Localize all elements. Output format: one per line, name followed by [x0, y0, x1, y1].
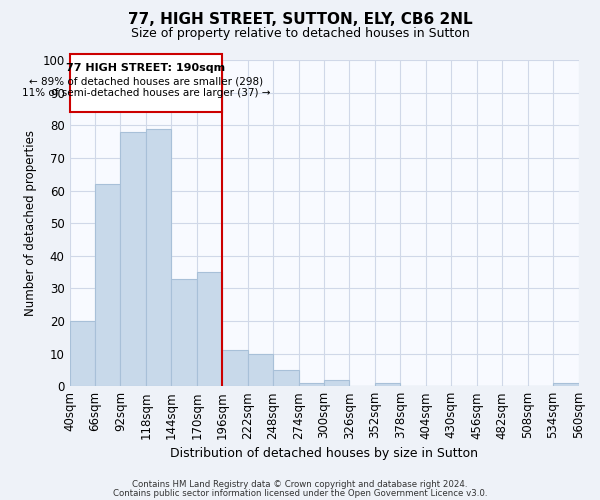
Bar [299, 383, 324, 386]
Bar [222, 350, 248, 386]
Bar [197, 272, 222, 386]
Bar [553, 383, 578, 386]
Text: 77, HIGH STREET, SUTTON, ELY, CB6 2NL: 77, HIGH STREET, SUTTON, ELY, CB6 2NL [128, 12, 472, 28]
Bar [324, 380, 349, 386]
Text: Contains HM Land Registry data © Crown copyright and database right 2024.: Contains HM Land Registry data © Crown c… [132, 480, 468, 489]
Y-axis label: Number of detached properties: Number of detached properties [24, 130, 37, 316]
Text: 77 HIGH STREET: 190sqm: 77 HIGH STREET: 190sqm [66, 64, 226, 74]
Bar [172, 278, 197, 386]
Bar [146, 128, 172, 386]
Text: Size of property relative to detached houses in Sutton: Size of property relative to detached ho… [131, 28, 469, 40]
Bar [70, 321, 95, 386]
Bar [273, 370, 299, 386]
Text: Contains public sector information licensed under the Open Government Licence v3: Contains public sector information licen… [113, 488, 487, 498]
X-axis label: Distribution of detached houses by size in Sutton: Distribution of detached houses by size … [170, 447, 478, 460]
Bar [95, 184, 121, 386]
Bar [121, 132, 146, 386]
Bar [375, 383, 400, 386]
Text: 11% of semi-detached houses are larger (37) →: 11% of semi-detached houses are larger (… [22, 88, 270, 98]
Bar [248, 354, 273, 386]
Bar [70, 54, 222, 112]
Text: ← 89% of detached houses are smaller (298): ← 89% of detached houses are smaller (29… [29, 76, 263, 86]
